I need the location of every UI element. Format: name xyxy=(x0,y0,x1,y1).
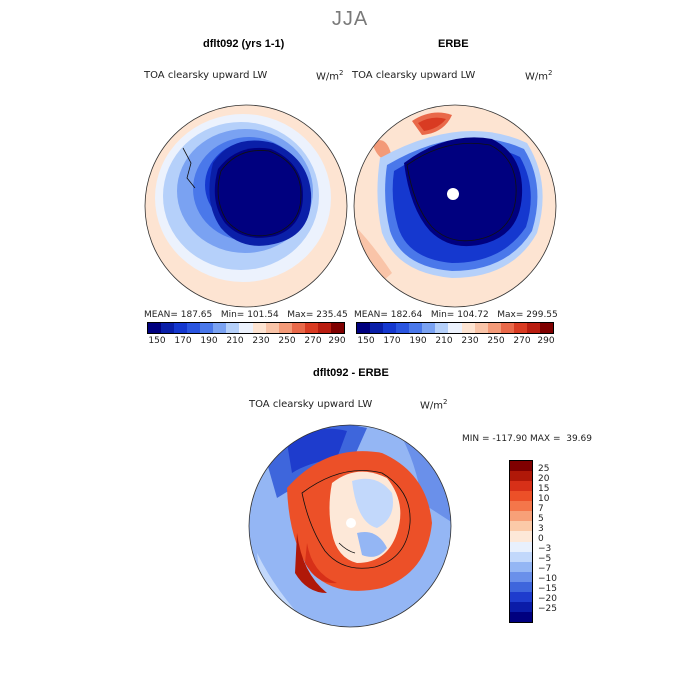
cbar1-swatch xyxy=(239,323,253,333)
cbar3-tick: −15 xyxy=(538,584,557,594)
cbar2-swatch xyxy=(448,323,462,333)
cbar3-tick: 25 xyxy=(538,464,550,474)
diff-map xyxy=(248,424,452,628)
cbar2-tick: 150 xyxy=(357,336,375,346)
cbar1-tick: 290 xyxy=(328,336,346,346)
cbar3-swatch xyxy=(510,461,532,472)
cbar1-swatch xyxy=(187,323,201,333)
cbar3-tick: 20 xyxy=(538,474,550,484)
cbar3-swatch xyxy=(510,501,532,512)
cbar2-swatch xyxy=(539,323,553,333)
cbar1-swatch xyxy=(291,323,305,333)
cbar2-swatch xyxy=(396,323,410,333)
cbar3-swatch xyxy=(510,611,532,622)
cbar1-tick: 190 xyxy=(200,336,218,346)
cbar2-swatch xyxy=(474,323,488,333)
cbar1-swatch xyxy=(161,323,175,333)
cbar3-tick: −10 xyxy=(538,574,557,584)
diff-colorbar xyxy=(509,460,533,623)
cbar1-swatch xyxy=(317,323,331,333)
cbar1-swatch xyxy=(148,323,162,333)
cbar3-tick: 0 xyxy=(538,534,544,544)
cbar2-tick: 190 xyxy=(409,336,427,346)
cbar3-tick: 15 xyxy=(538,484,550,494)
cbar3-tick: −3 xyxy=(538,544,552,554)
cbar1-swatch xyxy=(226,323,240,333)
cbar1-swatch xyxy=(304,323,318,333)
panel1-title: dflt092 (yrs 1-1) xyxy=(203,38,285,50)
panel2-unit: W/m2 xyxy=(525,69,553,83)
cbar3-swatch xyxy=(510,551,532,562)
cbar3-swatch xyxy=(510,591,532,602)
panel1-unit: W/m2 xyxy=(316,69,344,83)
diff-panel-stats: MIN = -117.90 MAX = 39.69 xyxy=(462,434,592,444)
panel1-colorbar xyxy=(147,322,345,334)
cbar2-tick: 270 xyxy=(513,336,531,346)
cbar2-swatch xyxy=(383,323,397,333)
cbar1-swatch xyxy=(265,323,279,333)
cbar1-tick: 170 xyxy=(174,336,192,346)
page-title: JJA xyxy=(331,8,369,30)
cbar1-swatch xyxy=(200,323,214,333)
cbar3-swatch xyxy=(510,531,532,542)
panel2-title: ERBE xyxy=(438,38,469,50)
cbar1-swatch xyxy=(330,323,344,333)
cbar3-tick: 7 xyxy=(538,504,544,514)
cbar1-swatch xyxy=(278,323,292,333)
cbar2-tick: 170 xyxy=(383,336,401,346)
cbar3-tick: 10 xyxy=(538,494,550,504)
panel2-variable: TOA clearsky upward LW xyxy=(352,70,476,81)
diff-panel-variable: TOA clearsky upward LW xyxy=(249,399,373,410)
cbar2-tick: 250 xyxy=(487,336,505,346)
cbar2-swatch xyxy=(370,323,384,333)
panel2-map xyxy=(353,104,557,308)
cbar2-swatch xyxy=(526,323,540,333)
cbar3-tick: −5 xyxy=(538,554,552,564)
diff-colorbar-ticks: 25 20 15 10 7 5 3 0 −3 −5 −7 −10 −15 −20… xyxy=(538,460,578,621)
cbar3-swatch xyxy=(510,601,532,612)
cbar2-swatch xyxy=(513,323,527,333)
cbar2-tick: 290 xyxy=(537,336,555,346)
panel1-variable: TOA clearsky upward LW xyxy=(144,70,268,81)
cbar2-tick: 210 xyxy=(435,336,453,346)
panel1-map xyxy=(144,104,348,308)
cbar3-swatch xyxy=(510,521,532,532)
cbar2-tick: 230 xyxy=(461,336,479,346)
cbar2-swatch xyxy=(422,323,436,333)
cbar3-swatch xyxy=(510,571,532,582)
cbar2-swatch xyxy=(357,323,371,333)
cbar3-tick: 5 xyxy=(538,514,544,524)
cbar3-tick: −25 xyxy=(538,604,557,614)
cbar3-swatch xyxy=(510,561,532,572)
diff-panel-unit: W/m2 xyxy=(420,398,448,412)
cbar3-swatch xyxy=(510,541,532,552)
cbar3-tick: −7 xyxy=(538,564,552,574)
cbar1-swatch xyxy=(252,323,266,333)
cbar3-tick: −20 xyxy=(538,594,557,604)
cbar3-swatch xyxy=(510,481,532,492)
panel1-stats: MEAN= 187.65 Min= 101.54 Max= 235.45 xyxy=(144,310,348,320)
cbar1-swatch xyxy=(213,323,227,333)
cbar1-swatch xyxy=(174,323,188,333)
cbar1-tick: 270 xyxy=(304,336,322,346)
cbar1-tick: 150 xyxy=(148,336,166,346)
cbar2-swatch xyxy=(500,323,514,333)
cbar3-tick: 3 xyxy=(538,524,544,534)
panel2-colorbar xyxy=(356,322,554,334)
cbar2-swatch xyxy=(409,323,423,333)
cbar3-swatch xyxy=(510,471,532,482)
diff-panel-title: dflt092 - ERBE xyxy=(313,367,389,379)
panel2-stats: MEAN= 182.64 Min= 104.72 Max= 299.55 xyxy=(354,310,558,320)
cbar3-swatch xyxy=(510,491,532,502)
cbar3-swatch xyxy=(510,511,532,522)
cbar1-tick: 250 xyxy=(278,336,296,346)
cbar2-swatch xyxy=(487,323,501,333)
cbar3-swatch xyxy=(510,581,532,592)
cbar1-tick: 230 xyxy=(252,336,270,346)
cbar2-swatch xyxy=(435,323,449,333)
cbar2-swatch xyxy=(461,323,475,333)
cbar1-tick: 210 xyxy=(226,336,244,346)
